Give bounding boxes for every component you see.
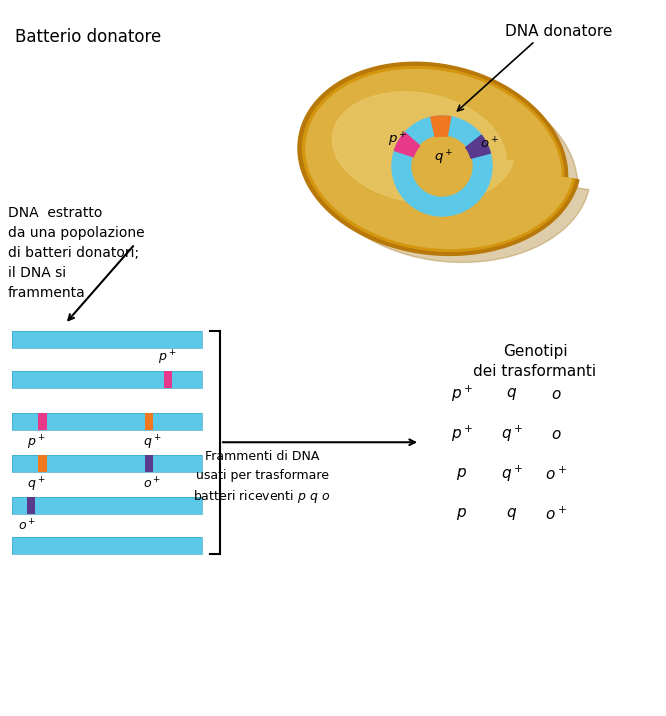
Bar: [12, 455, 202, 472]
Text: $p^+$: $p^+$: [451, 424, 473, 444]
Text: $q^+$: $q^+$: [143, 434, 162, 453]
Polygon shape: [332, 92, 513, 203]
Text: $o^+$: $o^+$: [545, 465, 567, 483]
Text: $q$: $q$: [506, 386, 517, 402]
Bar: [12, 370, 202, 388]
Text: $p$: $p$: [456, 466, 468, 482]
Polygon shape: [466, 135, 490, 158]
Polygon shape: [302, 67, 575, 251]
Bar: [12, 412, 202, 430]
Bar: [38, 455, 47, 472]
Text: Frammenti di DNA
usati per trasformare
batteri riceventi $p$ $q$ $o$: Frammenti di DNA usati per trasformare b…: [193, 450, 330, 505]
Text: Batterio donatore: Batterio donatore: [15, 28, 161, 46]
Bar: [12, 496, 202, 514]
Bar: [12, 496, 202, 514]
Polygon shape: [298, 62, 579, 256]
Polygon shape: [394, 132, 420, 157]
Text: $q^+$: $q^+$: [27, 476, 46, 494]
Text: $p^+$: $p^+$: [388, 131, 408, 149]
Text: Genotipi
dei trasformanti: Genotipi dei trasformanti: [474, 344, 597, 379]
Bar: [27, 496, 35, 514]
Text: $o$: $o$: [551, 427, 561, 442]
Bar: [12, 536, 202, 554]
Text: $q^+$: $q^+$: [501, 424, 523, 444]
Text: $q$: $q$: [506, 506, 517, 522]
Text: $o^+$: $o^+$: [480, 136, 500, 152]
Text: DNA  estratto
da una popolazione
di batteri donatori;
il DNA si
frammenta: DNA estratto da una popolazione di batte…: [8, 206, 145, 300]
Bar: [164, 370, 172, 388]
Ellipse shape: [412, 136, 472, 196]
Text: $q^+$: $q^+$: [501, 464, 523, 484]
Text: $p$: $p$: [456, 506, 468, 522]
Ellipse shape: [392, 116, 492, 216]
Text: $p^+$: $p^+$: [159, 349, 177, 367]
Bar: [12, 331, 202, 348]
Text: $o^+$: $o^+$: [545, 505, 567, 523]
Polygon shape: [306, 69, 571, 248]
Text: $q^+$: $q^+$: [434, 149, 454, 167]
Bar: [12, 331, 202, 348]
Text: $p^+$: $p^+$: [451, 384, 473, 404]
Polygon shape: [431, 116, 451, 137]
Bar: [12, 455, 202, 472]
Text: $o^+$: $o^+$: [18, 518, 37, 533]
Bar: [145, 412, 153, 430]
Bar: [12, 412, 202, 430]
Polygon shape: [312, 75, 589, 263]
Bar: [38, 412, 47, 430]
Bar: [12, 370, 202, 388]
Bar: [12, 536, 202, 554]
Text: $p^+$: $p^+$: [27, 434, 46, 453]
Bar: [145, 455, 153, 472]
Text: $o^+$: $o^+$: [143, 476, 162, 491]
Text: DNA donatore: DNA donatore: [505, 24, 612, 39]
Text: $o$: $o$: [551, 387, 561, 402]
